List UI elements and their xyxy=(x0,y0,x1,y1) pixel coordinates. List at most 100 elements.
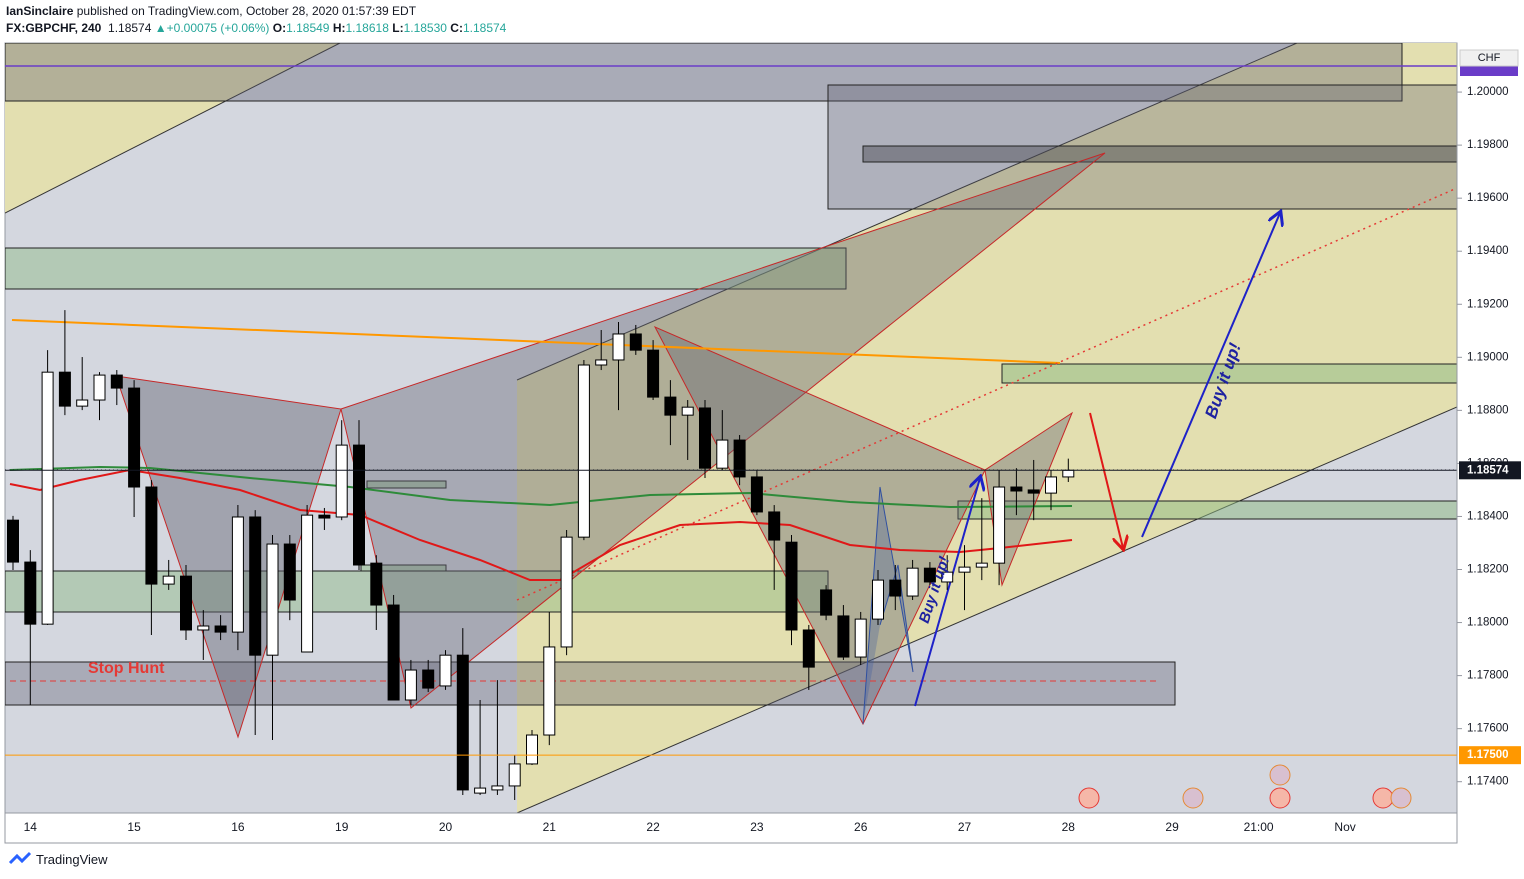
candle-body xyxy=(785,541,798,631)
candle-body xyxy=(820,589,833,616)
candle-body xyxy=(474,787,487,794)
x-tick-label: 14 xyxy=(24,820,38,834)
change: +0.00075 (+0.06%) xyxy=(166,21,270,35)
zone xyxy=(1001,363,1457,384)
candle-body xyxy=(681,406,694,416)
event-icon xyxy=(1182,787,1204,809)
candle-body xyxy=(577,364,590,538)
channel-fill xyxy=(517,43,1457,813)
candle-body xyxy=(353,444,365,566)
candles xyxy=(7,310,1075,801)
candle-body xyxy=(439,654,452,687)
candle-body xyxy=(180,575,192,631)
price-label-box xyxy=(1459,746,1521,765)
y-tick-label: 1.17600 xyxy=(1467,723,1509,735)
events xyxy=(1078,764,1412,809)
last: 1.18574 xyxy=(108,21,152,35)
candle-body xyxy=(387,604,400,701)
candle-body xyxy=(647,349,660,398)
y-tick-label: 1.20000 xyxy=(1467,86,1509,98)
symbol: FX:GBPCHF, 240 xyxy=(6,21,102,35)
candle-body xyxy=(145,486,158,585)
y-tick-label: 1.19200 xyxy=(1467,298,1509,310)
logo xyxy=(8,851,32,865)
x-tick-label: 27 xyxy=(958,820,972,834)
currency-box xyxy=(1459,49,1519,67)
candle-body xyxy=(266,543,279,656)
zone xyxy=(827,84,1457,210)
moving-average xyxy=(9,468,1073,581)
candle-body xyxy=(214,625,227,633)
candle-body xyxy=(854,618,867,658)
candle-body xyxy=(301,514,314,653)
zone xyxy=(862,145,1457,163)
candle-body xyxy=(318,514,331,519)
zone xyxy=(360,564,447,572)
candle-body xyxy=(802,629,815,668)
x-tick-label: 21:00 xyxy=(1244,820,1274,834)
candle-body xyxy=(456,654,469,791)
publish-line: IanSinclaire published on TradingView.co… xyxy=(6,3,506,20)
zone xyxy=(5,247,847,290)
x-tick-label: Nov xyxy=(1334,820,1355,834)
candle-body xyxy=(1062,469,1075,478)
candle-body xyxy=(993,486,1006,564)
h-label: H: xyxy=(332,21,346,35)
candle-body xyxy=(24,561,37,625)
author: IanSinclaire xyxy=(6,4,74,18)
event-icon xyxy=(1269,787,1291,809)
y-tick-label: 1.19400 xyxy=(1467,245,1509,257)
candle-body xyxy=(837,615,850,658)
channel-line xyxy=(5,43,341,214)
candle-body xyxy=(231,516,244,633)
y-tick-label: 1.18200 xyxy=(1467,564,1509,576)
c-value: 1.18574 xyxy=(462,21,507,35)
price-label: 1.18574 xyxy=(1467,464,1509,476)
candle-body xyxy=(923,567,936,583)
y-tick-label: 1.18000 xyxy=(1467,617,1509,629)
candle-body xyxy=(491,785,504,791)
candle-body xyxy=(76,399,89,407)
arrow xyxy=(1089,412,1123,548)
candle-body xyxy=(370,562,383,606)
candle-body xyxy=(1027,489,1040,494)
symbol-line: FX:GBPCHF, 240 1.18574 ▲+0.00075 (+0.06%… xyxy=(6,20,506,37)
candle-body xyxy=(889,579,902,597)
zone xyxy=(366,480,447,489)
candle-body xyxy=(595,359,608,366)
footer: TradingView xyxy=(8,851,108,867)
y-tick-label: 1.17400 xyxy=(1467,776,1509,788)
y-tick-label: 1.17800 xyxy=(1467,670,1509,682)
pattern xyxy=(653,325,986,726)
candle-body xyxy=(768,511,781,541)
candle-body xyxy=(41,371,54,625)
x-tick-label: 16 xyxy=(231,820,245,834)
price-label: 1.17500 xyxy=(1467,749,1509,761)
candle-body xyxy=(664,396,677,416)
y-tick-label: 1.19600 xyxy=(1467,192,1509,204)
arrow xyxy=(1141,213,1280,538)
header: IanSinclaire published on TradingView.co… xyxy=(6,3,506,37)
candle-body xyxy=(249,516,262,656)
brand: TradingView xyxy=(36,851,108,867)
x-tick-label: 23 xyxy=(750,820,764,834)
candle-body xyxy=(733,439,746,478)
annotation: Stop Hunt xyxy=(88,660,165,677)
arrow: ▲ xyxy=(154,21,167,35)
drawings: Stop Hunt Buy it up! Buy it up! xyxy=(5,43,1457,813)
candle-body xyxy=(283,543,296,601)
candle-body xyxy=(526,734,538,765)
candle-body xyxy=(560,536,573,648)
zone xyxy=(5,43,1403,102)
time-axis xyxy=(4,812,1458,844)
candle-body xyxy=(750,476,763,513)
x-tick-label: 29 xyxy=(1165,820,1179,834)
candle-body xyxy=(404,669,417,701)
candle-body xyxy=(508,763,521,787)
x-tick-label: 19 xyxy=(335,820,349,834)
candle-body xyxy=(110,374,123,389)
candle-body xyxy=(975,562,988,568)
event-icon xyxy=(1390,787,1412,809)
c-label: C: xyxy=(450,21,463,35)
